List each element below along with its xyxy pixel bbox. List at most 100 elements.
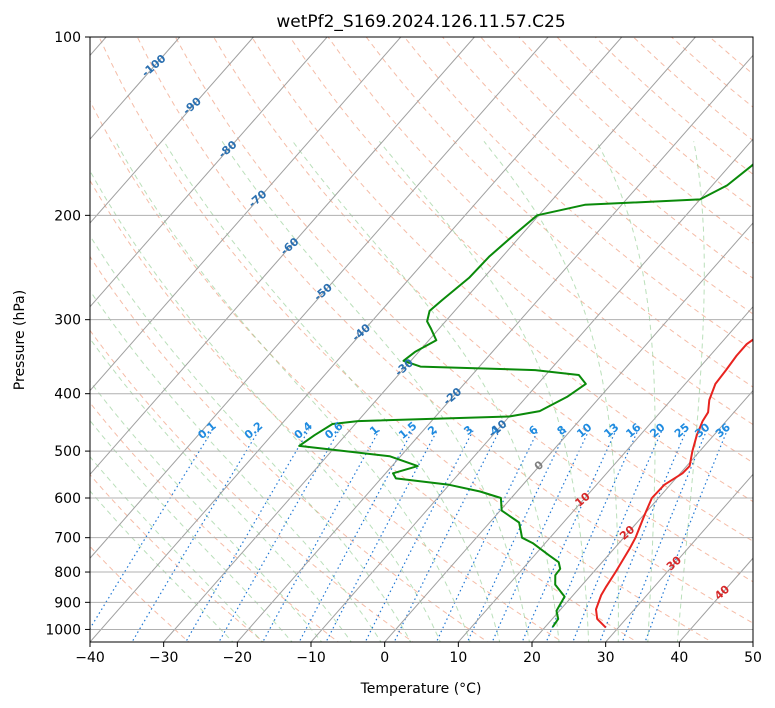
y-axis-label: Pressure (hPa) — [12, 290, 28, 390]
isotherm — [90, 37, 254, 224]
x-axis-ticks: −40 −30 −20 −10 0 10 20 30 40 50 — [75, 642, 762, 666]
y-tick-label: 800 — [54, 565, 81, 581]
y-tick-label: 900 — [54, 595, 81, 611]
grid-lines — [90, 36, 753, 630]
mixing-ratio-label: 1 — [367, 423, 381, 438]
moist-adiabat — [90, 234, 412, 642]
x-axis-label: Temperature (°C) — [360, 681, 482, 697]
mixing-ratio-line — [599, 429, 688, 642]
x-tick-label: 20 — [523, 650, 541, 666]
moist-adiabat — [292, 141, 560, 642]
dry-adiabat — [632, 37, 753, 142]
x-tick-label: −30 — [149, 650, 179, 666]
moist-adiabat — [379, 140, 590, 642]
mixing-ratio-line — [185, 429, 310, 642]
x-tick-label: −20 — [223, 650, 253, 666]
moist-adiabat — [596, 141, 656, 642]
mixing-ratio-label: 0.1 — [195, 419, 218, 441]
x-tick-label: 10 — [449, 650, 467, 666]
mixing-ratio-label: 8 — [555, 423, 569, 438]
mixing-ratio-line — [521, 429, 617, 642]
plot-frame — [89, 36, 754, 643]
moist-adiabat — [90, 289, 382, 642]
y-tick-label: 100 — [54, 30, 81, 46]
mixing-ratio-line — [298, 429, 414, 642]
mixing-ratio-line — [262, 429, 381, 642]
x-tick-label: 30 — [597, 650, 615, 666]
mixing-ratio-label: 36 — [713, 420, 733, 440]
moist-adiabat — [221, 141, 530, 642]
moist-adiabat — [90, 490, 234, 642]
isotherm — [90, 37, 623, 642]
dry-adiabat — [90, 545, 190, 642]
dry-adiabat — [136, 37, 753, 624]
y-tick-label: 400 — [54, 387, 81, 403]
mixing-ratio-label: 6 — [526, 423, 540, 438]
isotherm — [531, 389, 753, 642]
dry-adiabat — [556, 37, 753, 210]
mixing-ratio-line — [491, 429, 590, 642]
mixing-ratio-label: 13 — [601, 421, 621, 441]
isotherm — [605, 473, 753, 642]
isotherm — [90, 37, 328, 308]
dry-adiabat — [404, 37, 753, 351]
mixing-ratio-line — [621, 429, 708, 642]
x-tick-label: 40 — [670, 650, 688, 666]
mixing-ratio-line — [131, 429, 260, 642]
mixing-ratio-line — [90, 429, 214, 630]
dry-adiabat — [365, 37, 753, 388]
mixing-ratio-label: 16 — [623, 420, 643, 440]
y-tick-label: 200 — [54, 208, 81, 224]
isotherm — [678, 557, 753, 642]
isotherm — [310, 138, 753, 642]
chart-title: wetPf2_S169.2024.126.11.57.C25 — [276, 12, 565, 32]
isotherm — [90, 37, 181, 140]
dry-adiabat — [251, 37, 753, 503]
dry-adiabat — [174, 37, 753, 583]
isotherm — [163, 37, 696, 642]
isotherm — [90, 37, 475, 476]
mixing-ratio-line — [644, 429, 729, 642]
profile-lines — [298, 162, 753, 629]
isotherm — [236, 54, 753, 642]
dry-adiabat — [709, 37, 753, 75]
y-tick-label: 600 — [54, 491, 81, 507]
isotherm — [90, 37, 549, 559]
mixing-ratio-line — [466, 429, 568, 642]
dry-adiabat — [90, 401, 340, 642]
mixing-ratio-label: 0.2 — [242, 419, 265, 441]
moist-adiabat — [483, 140, 619, 642]
line-labels: 0.1 0.2 0.4 0.6 1 1.5 2 3 4 6 8 10 13 16 20 25 30 36-100-… — [139, 52, 733, 603]
dry-adiabat — [289, 37, 753, 464]
mixing-ratio-label: 2 — [425, 423, 439, 438]
dry-adiabat — [90, 99, 638, 642]
dry-adiabat — [90, 329, 414, 642]
dry-adiabat — [327, 37, 753, 426]
y-tick-label: 1000 — [45, 622, 81, 638]
dry-adiabat — [90, 255, 489, 642]
isotherm — [457, 306, 753, 642]
x-tick-label: −40 — [75, 650, 105, 666]
moist-adiabat — [163, 141, 501, 642]
x-tick-label: 50 — [744, 650, 762, 666]
moist-adiabat — [676, 141, 705, 642]
mixing-ratio-label: 25 — [672, 421, 692, 441]
isotherm-label: -100 — [139, 52, 169, 80]
dry-adiabat — [98, 37, 713, 642]
dry-adiabat — [213, 37, 753, 542]
y-tick-label: 700 — [54, 531, 81, 547]
temperature-line — [595, 338, 753, 629]
x-tick-label: 0 — [380, 650, 389, 666]
dewpoint-line — [298, 162, 753, 628]
mixing-ratio-line — [435, 429, 540, 642]
isotherm — [752, 641, 753, 642]
y-tick-label: 300 — [54, 313, 81, 329]
isotherm — [90, 37, 402, 392]
mixing-ratio-line — [572, 429, 663, 642]
y-axis-ticks: 100 200 300 400 500 600 700 800 900 1000 — [45, 30, 90, 638]
isotherm — [384, 222, 753, 642]
moist-adiabat — [90, 337, 352, 642]
dry-adiabat — [442, 37, 753, 315]
x-tick-label: −10 — [296, 650, 326, 666]
